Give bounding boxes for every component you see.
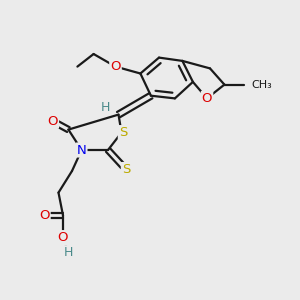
Text: O: O — [48, 115, 58, 128]
Text: O: O — [39, 209, 50, 222]
Text: H: H — [100, 100, 110, 114]
Text: O: O — [202, 92, 212, 105]
Text: S: S — [122, 163, 130, 176]
Text: H: H — [64, 246, 73, 259]
Text: S: S — [119, 126, 127, 139]
Text: CH₃: CH₃ — [251, 80, 272, 90]
Text: O: O — [58, 231, 68, 244]
Text: O: O — [110, 60, 121, 73]
Text: N: N — [77, 143, 86, 157]
